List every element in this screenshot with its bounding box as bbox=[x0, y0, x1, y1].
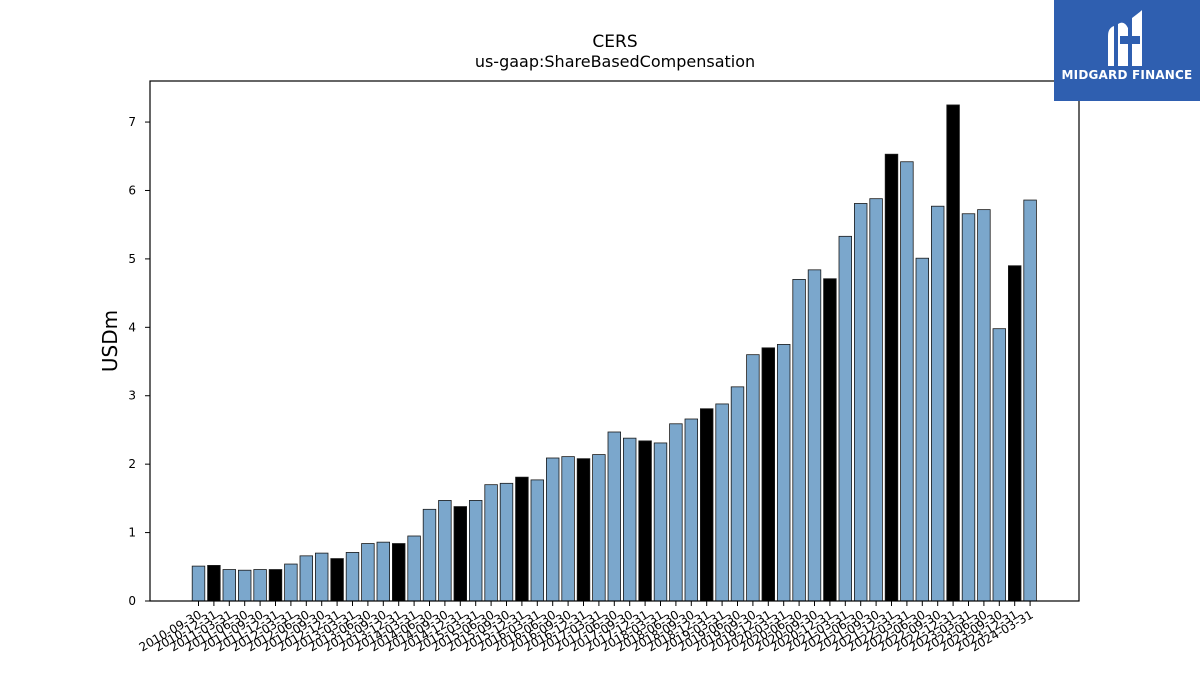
bar-2023-06-30 bbox=[977, 209, 991, 602]
x-axis: 2010-09-302010-12-312011-03-312011-06-30… bbox=[137, 601, 1036, 654]
bar-2023-03-31 bbox=[961, 213, 976, 602]
bar-2010-09-30 bbox=[191, 565, 206, 602]
bar-2021-06-30 bbox=[854, 203, 868, 602]
midgard-logo: MIDGARD FINANCE bbox=[1054, 0, 1200, 101]
bar-2019-12-31 bbox=[761, 347, 776, 602]
bar-2016-06-30 bbox=[546, 457, 560, 602]
bar-2017-03-31 bbox=[592, 454, 606, 602]
bar-2010-12-31 bbox=[207, 565, 221, 602]
bar-2022-06-30 bbox=[915, 257, 930, 602]
bar-2021-09-30 bbox=[869, 198, 883, 602]
bar-2014-12-31 bbox=[453, 506, 468, 602]
bar-2019-03-31 bbox=[715, 403, 729, 602]
bar-2012-12-31 bbox=[330, 558, 344, 602]
bar-2011-09-30 bbox=[253, 569, 267, 602]
bar-2014-09-30 bbox=[438, 500, 452, 602]
y-tick-label: 0 bbox=[128, 594, 136, 608]
bar-2020-12-31 bbox=[823, 278, 837, 602]
midgard-logo-icon bbox=[1108, 10, 1142, 66]
chart-subtitle: us-gaap:ShareBasedCompensation bbox=[474, 52, 756, 71]
y-tick-label: 2 bbox=[128, 457, 136, 471]
bar-2012-06-30 bbox=[299, 555, 314, 602]
bar-2024-03-31 bbox=[1023, 199, 1037, 602]
bar-2016-09-30 bbox=[561, 456, 575, 602]
bar-2016-12-31 bbox=[576, 458, 591, 602]
bar-2016-03-31 bbox=[530, 479, 545, 602]
bar-2017-06-30 bbox=[607, 431, 622, 602]
plot-frame bbox=[149, 80, 1080, 602]
bar-2014-03-31 bbox=[407, 535, 421, 602]
bar-2020-09-30 bbox=[807, 269, 822, 602]
y-axis: 0 1 2 3 4 5 6 7 bbox=[128, 115, 150, 608]
bar-2023-09-30 bbox=[992, 328, 1007, 602]
bar-2011-06-30 bbox=[237, 569, 252, 602]
bar-2022-12-31 bbox=[946, 104, 960, 602]
bar-2015-03-31 bbox=[468, 500, 483, 602]
bar-2012-09-30 bbox=[314, 552, 329, 602]
bars-group bbox=[191, 104, 1037, 602]
bar-2012-03-31 bbox=[284, 563, 298, 602]
y-tick-label: 4 bbox=[128, 320, 136, 334]
bar-2017-09-30 bbox=[623, 437, 637, 602]
bar-2018-03-31 bbox=[653, 442, 668, 602]
bar-2017-12-31 bbox=[638, 440, 652, 602]
bar-2013-03-31 bbox=[345, 552, 360, 602]
bar-2022-09-30 bbox=[931, 205, 945, 602]
bar-2015-12-31 bbox=[515, 476, 529, 602]
bar-2018-06-30 bbox=[669, 423, 683, 602]
bar-2018-09-30 bbox=[684, 418, 699, 602]
bar-2015-09-30 bbox=[499, 482, 514, 602]
logo-text: MIDGARD FINANCE bbox=[1061, 68, 1193, 82]
bar-2019-09-30 bbox=[746, 354, 760, 602]
bar-2018-12-31 bbox=[700, 408, 714, 602]
y-tick-label: 3 bbox=[128, 389, 136, 403]
y-tick-label: 7 bbox=[128, 115, 136, 129]
chart-title: CERS bbox=[592, 32, 638, 52]
bar-2011-03-31 bbox=[222, 569, 237, 602]
bar-2021-12-31 bbox=[884, 153, 899, 602]
bar-2011-12-31 bbox=[268, 569, 283, 602]
bar-2019-06-30 bbox=[730, 386, 745, 602]
bar-2023-12-31 bbox=[1008, 265, 1022, 602]
bar-2015-06-30 bbox=[484, 484, 498, 602]
y-tick-label: 5 bbox=[128, 252, 136, 266]
y-axis-label: USDm bbox=[98, 310, 122, 372]
bar-2013-09-30 bbox=[376, 541, 391, 602]
bar-2014-06-30 bbox=[422, 508, 437, 602]
bar-2022-03-31 bbox=[900, 161, 914, 602]
y-tick-label: 1 bbox=[128, 526, 136, 540]
bar-2020-03-31 bbox=[777, 344, 791, 602]
bar-2020-06-30 bbox=[792, 279, 806, 602]
bar-2013-12-31 bbox=[391, 543, 406, 602]
bar-2021-03-31 bbox=[838, 235, 853, 602]
bar-2013-06-30 bbox=[361, 543, 375, 602]
y-tick-label: 6 bbox=[128, 183, 136, 197]
